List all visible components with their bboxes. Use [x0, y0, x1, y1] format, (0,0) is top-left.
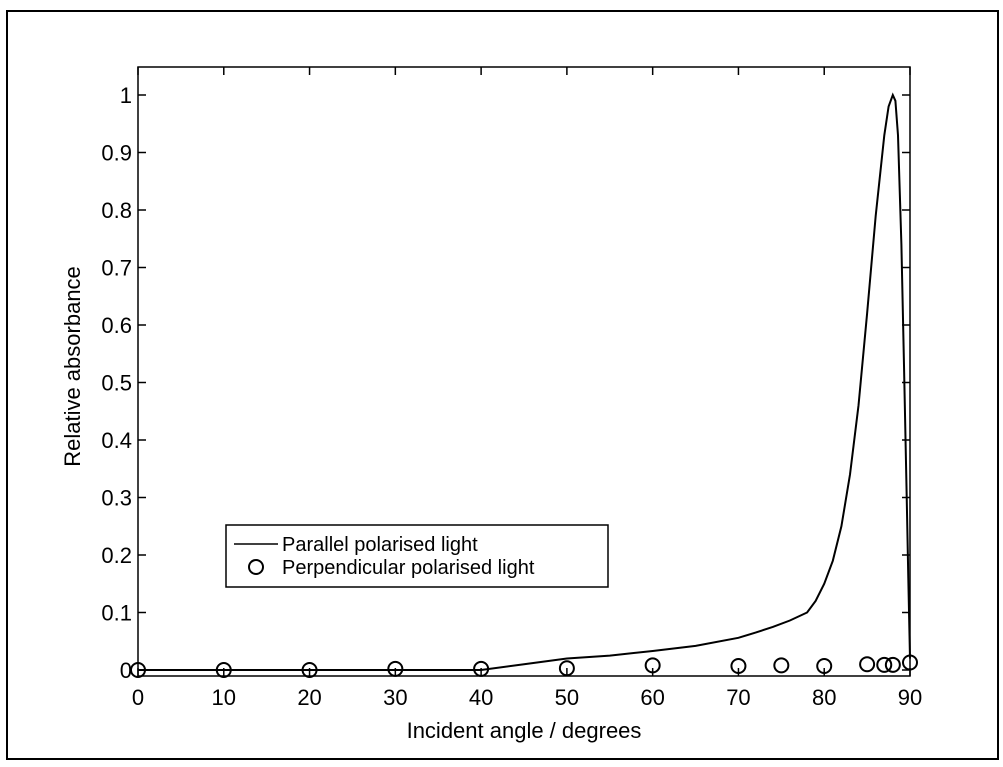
- x-tick-label: 10: [212, 685, 236, 710]
- x-tick-label: 40: [469, 685, 493, 710]
- y-tick-label: 0.4: [101, 428, 132, 453]
- perpendicular-point: [644, 657, 661, 674]
- x-tick-label: 60: [640, 685, 664, 710]
- perpendicular-point: [130, 662, 146, 678]
- perpendicular-point: [859, 656, 876, 673]
- legend-circle-swatch: [248, 559, 264, 575]
- series-parallel: [138, 92, 911, 671]
- perpendicular-point: [884, 656, 901, 673]
- figure-frame: [6, 10, 999, 760]
- x-tick-label: 90: [898, 685, 922, 710]
- x-tick-labels: 0 10 20 30 40 50 60 70 80 90: [132, 685, 922, 710]
- perpendicular-point: [816, 657, 833, 674]
- x-tick-label: 30: [383, 685, 407, 710]
- perpendicular-point: [773, 657, 790, 674]
- perpendicular-point: [558, 660, 575, 677]
- y-tick-label: 1: [120, 83, 132, 108]
- x-tick-label: 70: [726, 685, 750, 710]
- y-tick-label: 0.2: [101, 543, 132, 568]
- series-perpendicular: [130, 654, 918, 678]
- x-tick-label: 80: [812, 685, 836, 710]
- x-axis-title: Incident angle / degrees: [407, 718, 642, 743]
- perpendicular-point: [902, 654, 918, 671]
- y-tick-label: 0.9: [101, 141, 132, 166]
- y-tick-label: 0: [120, 658, 132, 683]
- parallel-line: [138, 92, 911, 671]
- x-tick-label: 0: [132, 685, 144, 710]
- perpendicular-point: [730, 657, 747, 674]
- legend-label-perpendicular: Perpendicular polarised light: [282, 557, 535, 579]
- y-axis-title: Relative absorbance: [60, 266, 85, 467]
- y-tick-label: 0.5: [101, 371, 132, 396]
- plot-area: [137, 66, 911, 677]
- perpendicular-point: [473, 660, 490, 677]
- x-tick-label: 50: [555, 685, 579, 710]
- y-tick-label: 0.1: [101, 601, 132, 626]
- legend-box: [225, 524, 609, 588]
- y-tick-label: 0.8: [101, 198, 132, 223]
- y-tick-labels: 0 0.1 0.2 0.3 0.4 0.5 0.6 0.7 0.8 0.9 1: [101, 83, 132, 683]
- perpendicular-point: [301, 662, 318, 678]
- perpendicular-point: [215, 662, 232, 678]
- perpendicular-point: [876, 656, 893, 673]
- legend-label-parallel: Parallel polarised light: [282, 534, 478, 556]
- perpendicular-point: [387, 660, 404, 677]
- y-tick-label: 0.7: [101, 256, 132, 281]
- y-tick-label: 0.3: [101, 486, 132, 511]
- axes-frame: [137, 66, 911, 677]
- legend: Parallel polarised light Perpendicular p…: [225, 524, 609, 588]
- x-tick-label: 20: [297, 685, 321, 710]
- y-tick-label: 0.6: [101, 313, 132, 338]
